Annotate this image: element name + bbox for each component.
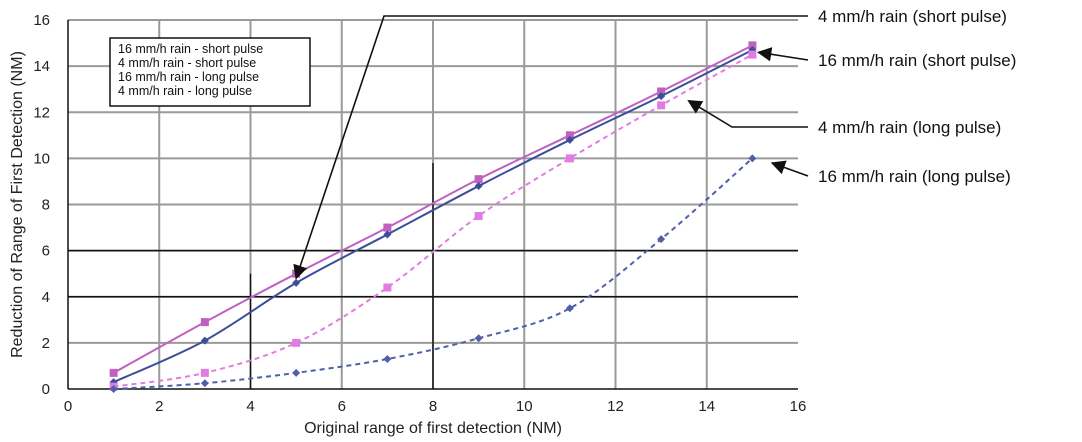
y-tick-label: 2	[42, 335, 50, 352]
y-axis-title: Reduction of Range of First Detection (N…	[9, 51, 26, 358]
y-tick-label: 6	[42, 243, 50, 260]
data-point-square	[474, 175, 483, 184]
annotation-label: 4 mm/h rain (long pulse)	[818, 118, 1001, 137]
x-tick-label: 14	[698, 398, 715, 415]
series-2	[109, 45, 757, 387]
data-point-diamond	[474, 182, 483, 191]
annotation-4: 16 mm/h rain (long pulse)	[770, 160, 1011, 186]
data-point-diamond	[292, 278, 301, 287]
legend-entry: 16 mm/h rain - short pulse	[118, 42, 263, 56]
data-point-square	[748, 50, 757, 59]
x-tick-label: 4	[246, 398, 254, 415]
series-3	[109, 50, 757, 391]
series-line	[113, 44, 753, 374]
legend-entry: 4 mm/h rain - long pulse	[118, 84, 252, 98]
data-point-diamond	[383, 355, 392, 364]
data-point-square	[565, 154, 574, 163]
y-tick-label: 0	[42, 381, 50, 398]
data-point-square	[383, 223, 392, 232]
data-point-diamond	[565, 304, 574, 313]
x-tick-label: 10	[516, 398, 533, 415]
data-point-square	[200, 368, 209, 377]
series-line	[113, 49, 753, 383]
data-point-diamond	[383, 230, 392, 239]
data-point-diamond	[474, 334, 483, 343]
x-axis-title: Original range of first detection (NM)	[304, 420, 562, 437]
annotations: 4 mm/h rain (short pulse) 16 mm/h rain (s…	[293, 7, 1016, 280]
data-point-square	[474, 212, 483, 221]
data-point-square	[292, 338, 301, 347]
data-point-diamond	[200, 379, 209, 388]
series-line	[113, 53, 753, 388]
annotation-arrow	[687, 99, 808, 128]
grid	[68, 19, 798, 389]
data-point-diamond	[292, 368, 301, 377]
data-point-diamond	[657, 235, 666, 244]
annotation-arrow	[756, 47, 809, 62]
x-tick-label: 6	[338, 398, 346, 415]
legend-entry: 4 mm/h rain - short pulse	[118, 56, 256, 70]
data-point-square	[383, 283, 392, 292]
x-tick-label: 8	[429, 398, 437, 415]
x-tick-label: 16	[790, 398, 807, 415]
x-tick-label: 2	[155, 398, 163, 415]
data-point-diamond	[200, 336, 209, 345]
annotation-2: 16 mm/h rain (short pulse)	[756, 47, 1016, 70]
annotation-1: 4 mm/h rain (short pulse)	[293, 7, 1007, 280]
annotation-3: 4 mm/h rain (long pulse)	[687, 99, 1001, 137]
data-point-diamond	[109, 385, 118, 393]
y-tick-label: 12	[33, 104, 50, 121]
y-tick-label: 16	[33, 12, 50, 29]
y-tick-label: 4	[42, 289, 50, 306]
x-tick-label: 12	[607, 398, 624, 415]
data-point-square	[200, 318, 209, 327]
annotation-arrow	[770, 160, 809, 177]
series-layer	[109, 41, 757, 393]
annotation-arrow	[293, 15, 808, 280]
y-tick-label: 10	[33, 150, 50, 167]
series-4	[109, 154, 757, 393]
x-tick-label: 0	[64, 398, 72, 415]
data-point-diamond	[748, 154, 757, 163]
axes: 0 2 4 6 8 10 12 14 16 0 2 4 6 8 10 12 14 16 Original range…	[9, 12, 806, 437]
data-point-square	[109, 368, 118, 377]
annotation-label: 4 mm/h rain (short pulse)	[818, 7, 1007, 26]
data-point-diamond	[565, 135, 574, 144]
annotation-label: 16 mm/h rain (long pulse)	[818, 167, 1011, 186]
legend-box	[109, 37, 311, 107]
legend-entry: 16 mm/h rain - long pulse	[118, 70, 259, 84]
data-point-square	[657, 101, 666, 110]
data-point-diamond	[657, 92, 666, 101]
y-tick-label: 8	[42, 197, 50, 214]
y-tick-label: 14	[33, 58, 50, 75]
annotation-label: 16 mm/h rain (short pulse)	[818, 51, 1016, 70]
